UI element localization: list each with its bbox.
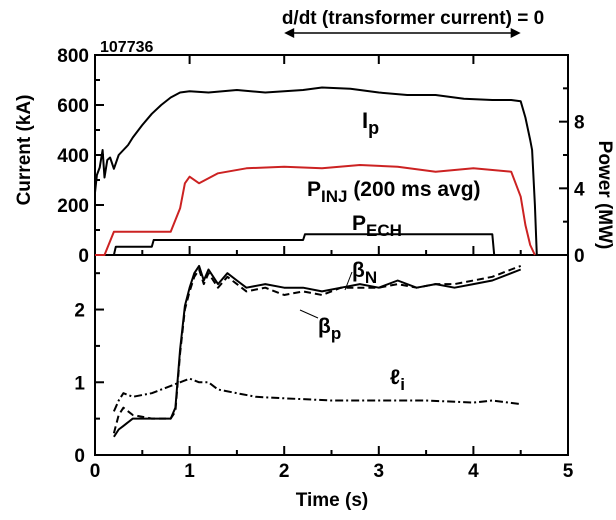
x-tick-label: 0 <box>90 461 101 482</box>
x-tick-label: 2 <box>279 461 290 482</box>
series-line-ip <box>94 86 538 256</box>
label-pech-sub: ECH <box>366 221 402 240</box>
y-tick-label-bottom: 2 <box>74 301 85 322</box>
y-tick-label-right: 0 <box>574 246 585 267</box>
x-tick-label: 1 <box>184 461 195 482</box>
label-li-main: ℓ <box>390 366 400 389</box>
top-annotation: d/dt (transformer current) = 0 <box>282 8 544 29</box>
x-tick-label: 4 <box>468 461 479 482</box>
y-tick-label-left: 800 <box>57 46 89 67</box>
series-line-pinj <box>95 164 536 256</box>
label-li-sub: i <box>400 375 405 394</box>
label-beta-n-main: β <box>352 259 365 282</box>
label-beta-p-sub: p <box>331 324 341 343</box>
label-beta-n-sub: N <box>365 268 377 287</box>
label-pinj-sub: INJ <box>321 187 347 206</box>
label-beta-p: βp <box>318 315 341 343</box>
tick-labels: 0 200 400 600 800 0 4 8 0 1 2 0 1 2 3 4 5 <box>57 46 585 482</box>
top-panel-frame <box>94 54 569 256</box>
label-ip: Ip <box>362 108 379 138</box>
y-tick-label-left: 200 <box>57 196 89 217</box>
series-line-pech <box>112 233 496 256</box>
y-axis-label-left: Current (kA) <box>14 95 35 206</box>
top-arrow-head-right <box>510 28 521 38</box>
shot-label: 107736 <box>100 39 153 56</box>
y-tick-label-left: 400 <box>57 146 89 167</box>
leader-beta-n <box>344 271 353 291</box>
y-tick-label-bottom: 1 <box>74 373 85 394</box>
label-li: ℓi <box>390 366 405 394</box>
top-arrow <box>284 28 521 38</box>
label-pech-main: P <box>352 212 366 235</box>
label-beta-p-main: β <box>318 315 331 338</box>
y-tick-label-right: 4 <box>574 179 585 200</box>
label-pinj: PINJ (200 ms avg) <box>307 178 481 206</box>
label-pinj-suffix: (200 ms avg) <box>347 178 480 201</box>
series-line-beta-n <box>113 264 522 438</box>
label-ip-main: I <box>362 108 368 133</box>
bottom-panel-frame <box>94 254 569 456</box>
series-line-beta-p <box>112 264 522 434</box>
y-tick-label-left: 0 <box>78 246 89 267</box>
label-beta-n: βN <box>352 259 377 287</box>
x-axis-label: Time (s) <box>296 490 369 511</box>
label-pinj-main: P <box>307 178 321 201</box>
y-axis-label-right: Power (MW) <box>594 141 615 250</box>
y-tick-label-right: 8 <box>574 113 585 134</box>
label-ip-sub: p <box>368 118 379 138</box>
x-tick-label: 5 <box>563 461 574 482</box>
y-tick-label-bottom: 0 <box>74 446 85 467</box>
series-lines <box>94 86 538 438</box>
x-tick-label: 3 <box>374 461 385 482</box>
leader-beta-p <box>299 309 319 319</box>
top-arrow-head-left <box>284 28 295 38</box>
label-pech: PECH <box>352 212 402 240</box>
y-tick-label-left: 600 <box>57 96 89 117</box>
tick-marks <box>94 54 569 456</box>
